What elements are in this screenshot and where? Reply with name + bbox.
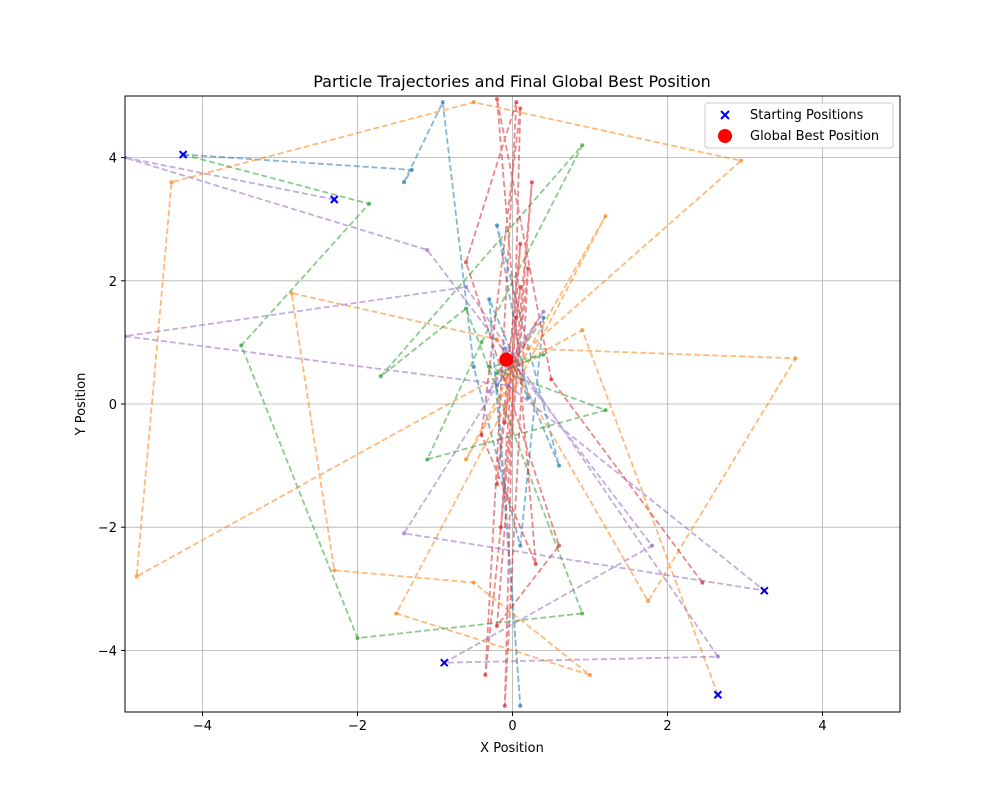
x-tick-label: 2 xyxy=(663,719,671,734)
trajectory-point xyxy=(739,158,744,163)
trajectory-point xyxy=(518,241,523,246)
legend-starting-marker xyxy=(720,110,730,120)
marker-layer xyxy=(178,150,769,699)
trajectory-point xyxy=(332,568,337,573)
legend-label-global-best: Global Best Position xyxy=(750,129,879,144)
legend: Starting Positions Global Best Position xyxy=(704,102,894,149)
trajectory-point xyxy=(502,420,507,425)
trajectory-point xyxy=(402,531,406,536)
trajectory-point xyxy=(402,180,406,185)
trajectory-point xyxy=(483,673,488,678)
trajectory-point xyxy=(650,543,654,548)
y-tick-label: 2 xyxy=(109,275,117,290)
trajectory-point xyxy=(367,201,372,206)
trajectory-point xyxy=(479,340,484,345)
trajectory-point xyxy=(518,703,523,708)
trajectory-point xyxy=(526,395,530,400)
x-tick-label: 0 xyxy=(508,719,516,734)
trajectory-point xyxy=(471,580,476,585)
trajectory-point xyxy=(464,260,468,265)
starting-position-marker xyxy=(440,658,449,667)
x-axis-label: X Position xyxy=(480,741,544,756)
trajectory-point xyxy=(464,457,468,462)
trajectory-point xyxy=(518,284,523,289)
trajectory-point xyxy=(533,562,538,567)
trajectory-line-2 xyxy=(135,101,797,696)
x-tick-label: 4 xyxy=(818,719,826,734)
trajectory-point xyxy=(471,365,476,370)
trajectory-point xyxy=(541,352,546,357)
trajectory-point xyxy=(580,328,585,333)
trajectory-point xyxy=(518,106,523,111)
trajectory-point xyxy=(487,389,492,394)
trajectory-point xyxy=(580,611,585,616)
y-axis-label: Y Position xyxy=(74,373,89,437)
trajectory-point xyxy=(646,599,651,604)
trajectory-point xyxy=(495,482,499,487)
trajectory-point xyxy=(495,223,499,228)
starting-position-marker xyxy=(330,195,339,204)
axis-ticks: −4 −2 0 2 4 −4 −2 0 2 4 xyxy=(98,152,827,734)
trajectory-point xyxy=(239,343,244,348)
trajectory-point xyxy=(378,374,383,379)
trajectory-point xyxy=(514,315,519,320)
chart-title: Particle Trajectories and Final Global B… xyxy=(313,72,711,91)
trajectory-point xyxy=(715,654,720,659)
trajectory-point xyxy=(440,100,445,105)
trajectory-point xyxy=(506,383,511,388)
y-tick-label: 0 xyxy=(109,398,117,413)
trajectory-point xyxy=(464,306,468,311)
legend-label-starting: Starting Positions xyxy=(750,108,864,123)
global-best-marker xyxy=(499,352,514,367)
trajectory-point xyxy=(487,297,492,302)
trajectory-point xyxy=(134,574,139,579)
trajectory-line-4 xyxy=(465,98,704,706)
trajectory-point xyxy=(498,525,503,530)
trajectory-point xyxy=(479,432,484,437)
trajectory-point xyxy=(557,463,561,468)
trajectory-point xyxy=(793,356,798,361)
y-tick-label: 4 xyxy=(109,152,117,167)
trajectory-point xyxy=(541,315,546,320)
trajectory-point xyxy=(557,543,561,548)
x-tick-label: −4 xyxy=(193,719,212,734)
starting-position-marker xyxy=(713,690,723,699)
trajectory-point xyxy=(425,457,430,462)
trajectory-point xyxy=(603,408,608,413)
y-tick-label: −2 xyxy=(98,521,117,536)
trajectory-point xyxy=(495,623,499,628)
trajectory-point xyxy=(471,100,476,105)
trajectory-point xyxy=(529,180,534,185)
starting-position-marker xyxy=(760,586,769,595)
trajectory-point xyxy=(518,543,523,548)
trajectory-point xyxy=(425,248,430,252)
starting-position-marker xyxy=(178,150,188,159)
trajectory-point xyxy=(588,673,592,678)
trajectory-point xyxy=(495,371,499,376)
trajectory-point xyxy=(464,284,468,289)
trajectory-point xyxy=(549,377,554,382)
trajectory-point xyxy=(409,167,414,172)
trajectory-point xyxy=(394,611,399,616)
trajectory-point xyxy=(169,180,174,185)
y-tick-label: −4 xyxy=(98,644,117,659)
legend-box xyxy=(704,102,894,149)
trajectory-point xyxy=(495,97,499,102)
x-tick-label: −2 xyxy=(348,719,367,734)
trajectory-point xyxy=(355,636,360,641)
legend-global-best-marker xyxy=(718,129,732,143)
trajectory-point xyxy=(580,143,585,148)
trajectory-point xyxy=(502,703,507,708)
trajectory-line-5 xyxy=(125,156,768,664)
trajectory-point xyxy=(526,266,530,271)
trajectory-point xyxy=(514,100,519,105)
trajectory-point xyxy=(541,309,546,314)
trajectory-point xyxy=(603,214,608,219)
trajectory-point xyxy=(526,346,530,351)
